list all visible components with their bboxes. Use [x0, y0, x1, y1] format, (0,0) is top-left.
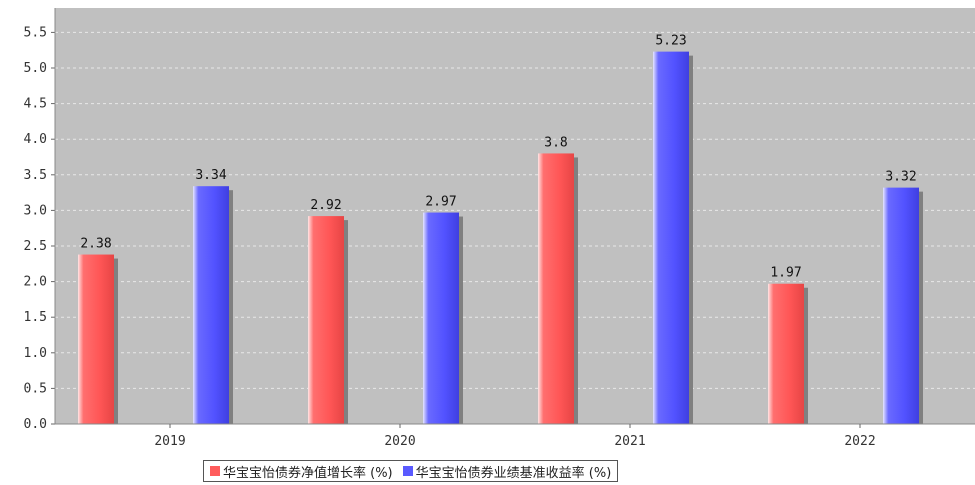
- bar: [538, 153, 574, 424]
- y-tick-label: 4.0: [24, 132, 47, 147]
- y-tick-label: 5.5: [24, 25, 47, 40]
- legend: 华宝宝怡债券净值增长率 (%) 华宝宝怡债券业绩基准收益率 (%): [203, 460, 619, 482]
- y-tick-label: 3.0: [24, 203, 47, 218]
- y-tick-label: 0.0: [24, 417, 47, 432]
- x-tick-label: 2019: [154, 434, 185, 449]
- y-axis: 0.0 0.5 1.0 1.5 2.0 2.5 3.0 3.5 4.0 4.5 5.0 5.5: [24, 8, 56, 432]
- y-tick-label: 2.0: [24, 275, 47, 290]
- data-label: 3.8: [544, 135, 567, 150]
- y-tick-label: 1.5: [24, 310, 47, 325]
- bar-chart: 2.38 3.34 2.92 2.97 3.8 5.23 1.97 3.32 0.0 0.5 1.…: [24, 8, 975, 449]
- data-label: 2.97: [425, 195, 456, 210]
- bar: [768, 283, 804, 424]
- y-tick-label: 0.5: [24, 381, 47, 396]
- data-label: 3.32: [885, 170, 916, 185]
- bar: [308, 216, 344, 424]
- bar: [883, 187, 919, 424]
- x-tick-label: 2021: [614, 434, 645, 449]
- legend-item-benchmark: 华宝宝怡债券业绩基准收益率 (%): [402, 462, 612, 481]
- x-axis: 2019 2020 2021 2022: [55, 423, 975, 449]
- value-labels-group: 2.38 3.34 2.92 2.97 3.8 5.23 1.97 3.32: [80, 34, 916, 281]
- bar: [193, 186, 229, 424]
- x-tick-label: 2022: [844, 434, 875, 449]
- legend-item-net-growth: 华宝宝怡债券净值增长率 (%): [210, 462, 393, 481]
- data-label: 2.92: [310, 198, 341, 213]
- data-label: 1.97: [770, 266, 801, 281]
- y-tick-label: 4.5: [24, 97, 47, 112]
- legend-swatch-blue: [402, 466, 413, 476]
- legend-label-benchmark: 华宝宝怡债券业绩基准收益率 (%): [415, 465, 612, 481]
- bar: [653, 51, 689, 425]
- y-tick-label: 5.0: [24, 61, 47, 76]
- bar: [423, 212, 459, 424]
- y-tick-label: 2.5: [24, 239, 47, 254]
- bars-group: [78, 51, 923, 425]
- data-label: 2.38: [80, 237, 111, 252]
- y-tick-label: 1.0: [24, 346, 47, 361]
- legend-swatch-red: [210, 466, 220, 476]
- data-label: 5.23: [655, 34, 686, 49]
- data-label: 3.34: [195, 168, 226, 183]
- bar: [78, 254, 114, 424]
- legend-label-net-growth: 华宝宝怡债券净值增长率 (%): [223, 465, 393, 481]
- x-tick-label: 2020: [384, 434, 415, 449]
- y-tick-label: 3.5: [24, 168, 47, 183]
